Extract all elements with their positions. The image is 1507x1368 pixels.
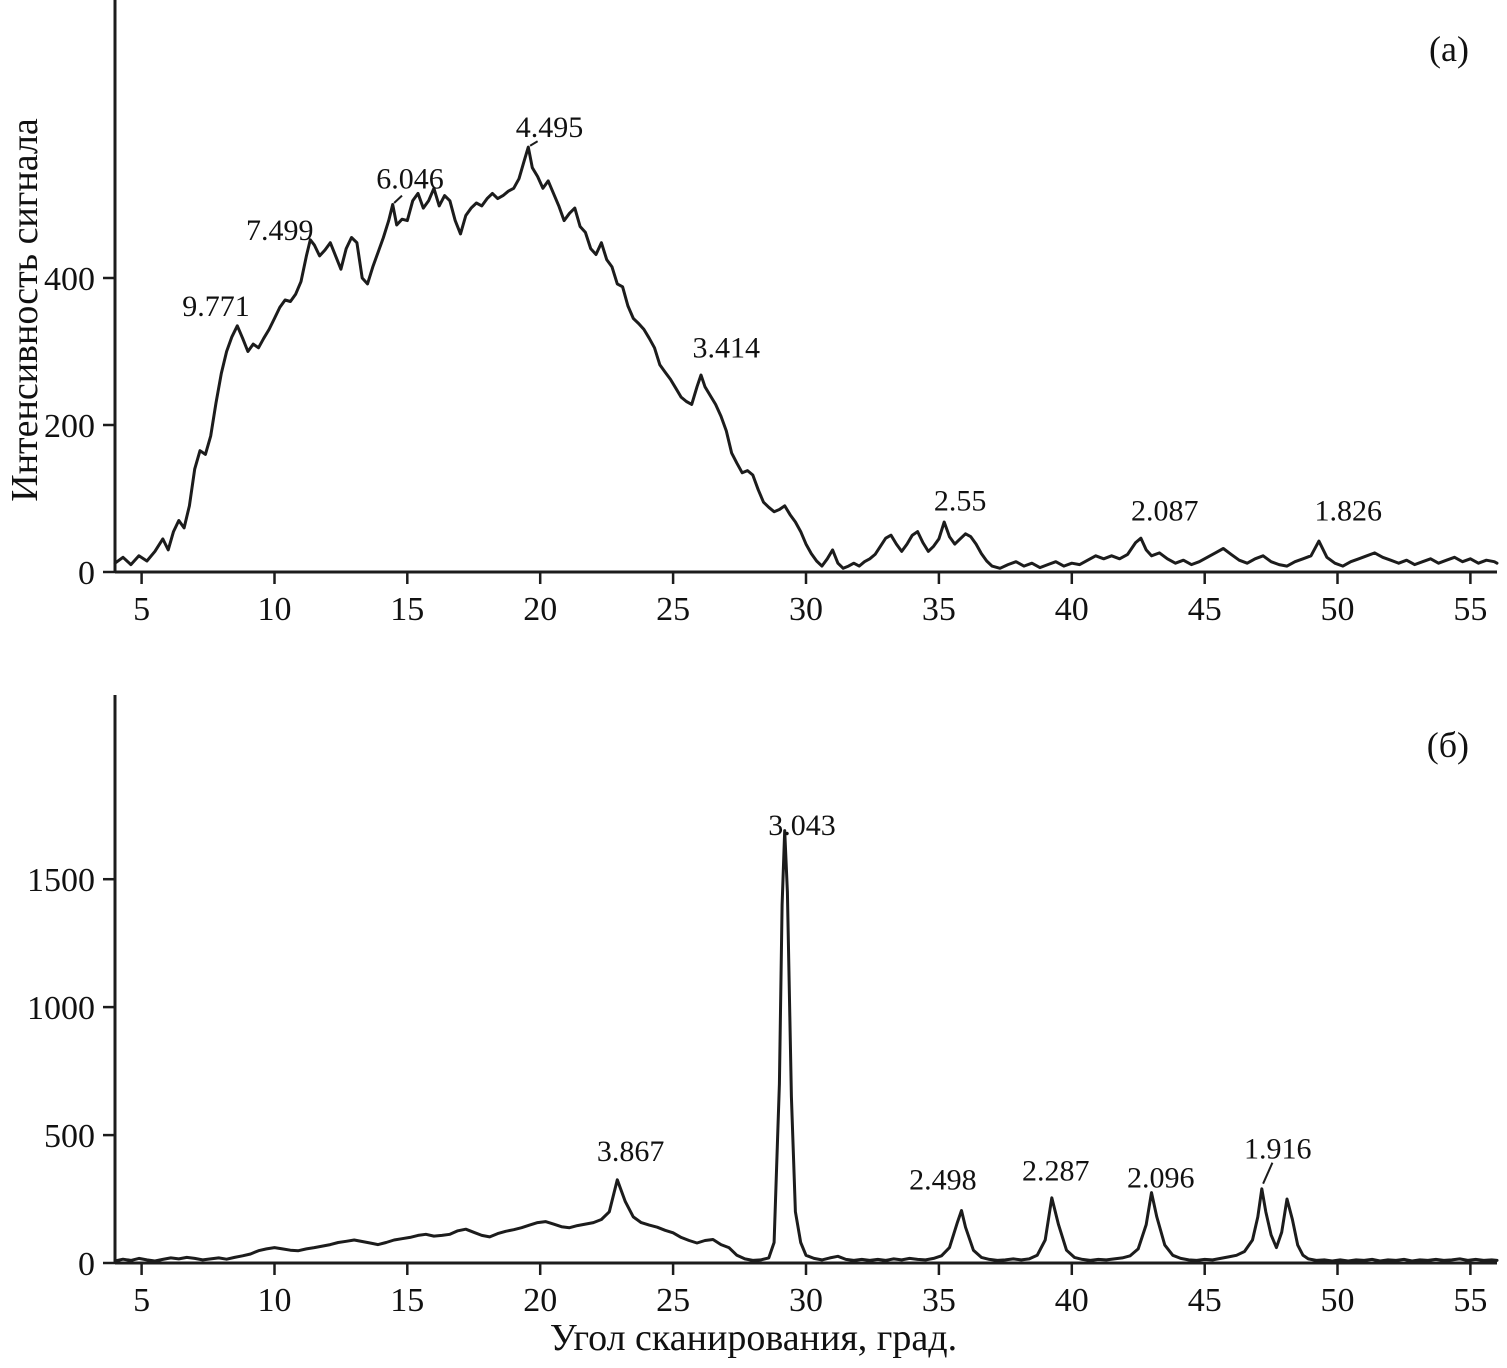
x-tick-label: 30 [789,591,823,628]
x-tick-label: 30 [789,1282,823,1319]
peak-annotation: 2.096 [1127,1162,1195,1195]
x-tick-label: 50 [1321,1282,1355,1319]
chart-panel-b: 5 10 15 20 25 30 35 40 45 50 55 0 500 1000 1500 3.867 3.… [27,695,1499,1319]
peak-annotation: 9.771 [182,290,250,323]
peak-annotation: 3.043 [768,809,836,842]
x-tick-label: 20 [523,1282,557,1319]
x-tick-label: 20 [523,591,557,628]
peak-annotation: 7.499 [246,214,314,247]
panel-label-b: (б) [1426,725,1469,765]
peak-annotation: 2.55 [934,484,987,517]
x-tick-label: 5 [133,1282,150,1319]
x-tick-label: 35 [922,591,956,628]
panel-label-a: (а) [1429,29,1469,69]
y-tick-label: 500 [44,1118,95,1155]
x-tick-label: 55 [1453,591,1487,628]
peak-annotation-leader [1262,1162,1274,1185]
x-tick-label: 45 [1188,591,1222,628]
peak-annotation: 1.916 [1244,1133,1312,1166]
chart-panel-a: 5 10 15 20 25 30 35 40 45 50 55 0 200 400 9.771 7.499 6.… [44,0,1499,628]
x-tick-label: 5 [133,591,150,628]
peak-annotation: 3.867 [597,1135,665,1168]
x-tick-label: 15 [390,1282,424,1319]
x-tick-label: 25 [656,1282,690,1319]
peak-annotation-leader [529,140,539,147]
x-tick-label: 50 [1321,591,1355,628]
peak-annotation: 4.495 [516,111,584,144]
peak-annotation: 6.046 [376,162,444,195]
y-tick-label: 0 [78,555,95,592]
signal-curve [113,145,1499,570]
x-tick-label: 35 [922,1282,956,1319]
x-tick-label: 55 [1453,1282,1487,1319]
y-axis-title: Интенсивность сигнала [4,118,46,502]
peak-annotation: 2.087 [1131,495,1199,528]
peak-annotation: 1.826 [1314,495,1382,528]
peak-annotation: 2.498 [909,1163,977,1196]
y-tick-label: 200 [44,408,95,445]
x-tick-label: 45 [1188,1282,1222,1319]
signal-curve [113,829,1499,1263]
y-tick-label: 0 [78,1246,95,1283]
x-tick-label: 40 [1055,1282,1089,1319]
x-tick-label: 10 [258,591,292,628]
peak-annotation: 2.287 [1022,1155,1090,1188]
x-tick-label: 25 [656,591,690,628]
x-axis-title: Угол сканирования, град. [549,1317,958,1359]
peak-annotation: 3.414 [693,331,761,364]
peak-annotation-leader [393,194,403,204]
x-tick-label: 15 [390,591,424,628]
y-tick-label: 400 [44,261,95,298]
x-tick-label: 10 [258,1282,292,1319]
x-tick-label: 40 [1055,591,1089,628]
y-tick-label: 1500 [27,862,95,899]
y-tick-label: 1000 [27,990,95,1027]
